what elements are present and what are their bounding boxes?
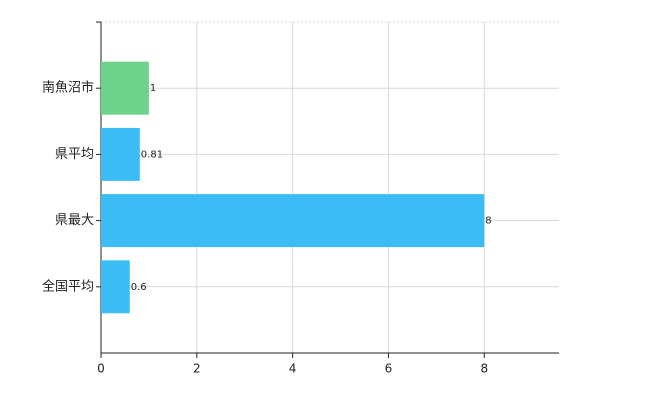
y-tick-label: 県最大: [55, 213, 94, 228]
value-label: 1: [150, 83, 156, 94]
x-tick-label: 6: [385, 362, 393, 376]
x-tick-label: 0: [97, 362, 105, 376]
bar: [101, 260, 130, 314]
y-tick-label: 全国平均: [42, 278, 94, 294]
bar: [101, 61, 149, 115]
x-tick-label: 4: [289, 362, 297, 376]
value-label: 0.6: [131, 282, 147, 293]
value-label: 0.81: [141, 149, 163, 160]
y-tick-label: 県平均: [55, 147, 94, 162]
bar: [101, 127, 140, 181]
y-tick-label: 南魚沼市: [42, 80, 94, 96]
value-label: 8: [485, 216, 491, 227]
bar: [101, 194, 485, 248]
x-tick-label: 8: [480, 362, 488, 376]
x-tick-label: 2: [193, 362, 201, 376]
